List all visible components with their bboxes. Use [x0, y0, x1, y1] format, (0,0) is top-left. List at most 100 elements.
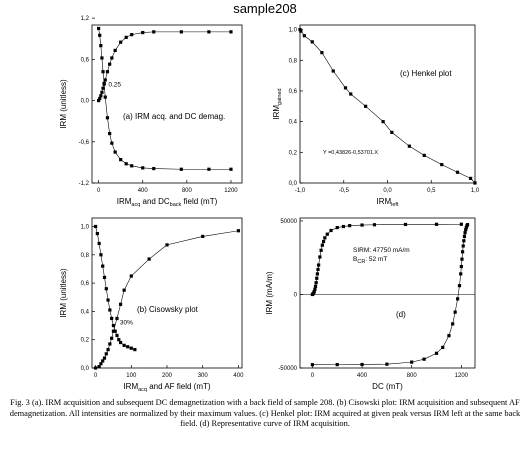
panel-a-series-1-point — [207, 30, 211, 34]
panel-a-x-tick-label: 0 — [97, 188, 101, 194]
panel-c-x-tick-label: -1,0 — [295, 188, 306, 194]
panel-b-y-tick-label: 0,6 — [81, 281, 90, 287]
panel-a-series-1-point — [141, 30, 145, 35]
panel-a-y-tick-label: -0,6 — [79, 140, 90, 146]
panel-d-series-2-point — [462, 239, 466, 243]
panel-b-series-1-point — [93, 366, 98, 370]
panel-b-series-1-point — [102, 356, 107, 360]
panel-d-y-tick-label: 0 — [294, 292, 298, 298]
panel-a-series-2-point — [124, 162, 128, 166]
panel-c-series-1-point — [364, 104, 368, 108]
panel-d-series-2-point — [385, 362, 389, 366]
panel-c-series-1-point — [455, 170, 460, 174]
panel-d-series-1-point — [313, 287, 317, 291]
figure-canvas: 0 400 800 1200 -1,2 -0,6 0,0 0,6 1,2 IRMacq and D… — [59, 16, 480, 393]
panel-b-series-1-point — [122, 288, 126, 292]
panel-a-irm-acquisition-dc-demag: 0 400 800 1200 -1,2 -0,6 0,0 0,6 1,2 IRMacq and D… — [59, 16, 243, 208]
panel-c-y-tick-label: 0,4 — [289, 120, 298, 126]
panel-b-series-2-point — [110, 316, 114, 321]
panel-a-series-2-point — [98, 33, 102, 37]
panel-a-series-2-point — [108, 131, 112, 136]
panel-d-series-1-point — [321, 239, 326, 244]
panel-a-series-2-line — [98, 28, 231, 170]
panel-a-series-1-point — [179, 30, 183, 34]
panel-c-frame — [299, 24, 476, 184]
panel-a-series-1-point — [119, 40, 123, 44]
panel-c-series-1-point — [331, 69, 335, 73]
panel-a-y-tick-label: -1,2 — [79, 181, 90, 187]
panel-a-series-2-point — [102, 81, 106, 85]
panel-a-series-2-point — [99, 44, 103, 48]
panel-a-series-2-point — [105, 116, 110, 120]
panel-b-series-1-point — [111, 329, 116, 333]
panel-d-frame — [299, 217, 476, 369]
panel-a-crossover-annotation: 0.25 — [108, 81, 121, 88]
panel-d-series-2-point — [335, 363, 339, 367]
panel-a-series-1-point — [229, 30, 233, 34]
panel-d-series-2-point — [460, 257, 464, 261]
panel-b-y-tick-label: 0,0 — [81, 366, 90, 372]
panel-a-y-tick-label: 1,2 — [81, 16, 90, 22]
panel-c-x-tick-label: 1,0 — [471, 188, 480, 194]
panel-a-series-2-point — [113, 150, 117, 154]
panel-a-series-2-point — [179, 167, 183, 171]
panel-d-x-tick-label: 0 — [311, 373, 315, 379]
panel-a-series-1-point — [105, 70, 110, 74]
panel-d-y-tick-label: -50000 — [278, 366, 297, 372]
panel-d-series-1-point — [320, 243, 324, 247]
panel-d-series-1-point — [323, 236, 327, 240]
panel-b-x-axis-label: IRMacq and AF field (mT) — [123, 382, 210, 393]
panel-b-series-1-point — [97, 364, 101, 369]
panel-b-series-1-point — [129, 274, 133, 278]
panel-a-x-axis-label: IRMacq and DCback field (mT) — [117, 197, 218, 208]
panel-c-series-1-point — [473, 181, 477, 185]
panel-c-series-1-point — [440, 162, 444, 167]
panel-b-series-1-point — [165, 243, 169, 247]
panel-b-label: (b) Cisowsky plot — [137, 305, 199, 314]
panel-b-series-2-point — [115, 333, 119, 338]
panel-b-cisowsky-plot: 0 100 200 300 400 0,0 0,2 0,4 0,6 0,8 1,0 IRMacq an… — [59, 217, 244, 393]
panel-b-x-tick-label: 400 — [233, 373, 244, 379]
panel-a-series-2-point — [130, 164, 134, 168]
panel-c-series-1-point — [349, 92, 353, 96]
panel-a-x-tick-label: 800 — [182, 188, 193, 194]
panel-b-series-1-point — [147, 257, 151, 261]
panel-b-series-1-point — [110, 336, 114, 340]
figure-caption: Fig. 3 (a). IRM acquisition and subseque… — [9, 398, 521, 429]
panel-a-series-1-point — [108, 62, 112, 66]
panel-d-series-2-point — [310, 363, 315, 367]
panel-b-x-tick-label: 200 — [162, 373, 173, 379]
panel-d-series-1-point — [372, 223, 377, 227]
panel-c-series-1-point — [343, 86, 348, 90]
panel-a-series-1-point — [113, 48, 117, 53]
panel-b-crossover-annotation: 30% — [120, 319, 133, 326]
panel-c-regression-equation: Y =0,43826-0,53701.X — [323, 150, 378, 156]
panel-d-series-2-point — [410, 360, 414, 364]
panel-c-label: (c) Henkel plot — [400, 69, 452, 78]
panel-c-y-tick-label: 0,0 — [289, 181, 298, 187]
panel-a-x-tick-label: 400 — [138, 188, 149, 194]
panel-c-x-tick-label: -0,5 — [339, 188, 350, 194]
panel-b-x-tick-label: 0 — [94, 373, 98, 379]
panel-b-series-1-point — [236, 229, 241, 233]
panel-b-series-2-point — [117, 338, 121, 342]
panel-a-label: (a) IRM acq. and DC demag. — [123, 112, 225, 121]
panel-a-y-axis-label: IRM (unitless) — [59, 79, 68, 129]
panel-a-series-1-line — [98, 31, 231, 101]
panel-d-x-axis-label: DC (mT) — [372, 382, 403, 391]
panel-d-series-2-point — [461, 244, 465, 248]
panel-d-series-1-point — [341, 224, 346, 229]
panel-b-series-2-point — [95, 231, 99, 236]
panel-d-irm-acquisition-curve: 0 400 800 1200 -50000 0 50000 DC (mT) IRM (mA/m)… — [265, 217, 476, 391]
panel-b-y-tick-label: 0,4 — [81, 309, 90, 315]
panel-b-series-2-point — [99, 253, 103, 257]
panel-b-series-2-point — [129, 346, 133, 350]
panel-d-series-1-point — [325, 232, 329, 236]
panel-b-series-1-point — [118, 302, 123, 306]
panel-d-x-tick-label: 400 — [357, 373, 368, 379]
panel-b-series-2-point — [126, 345, 130, 349]
panel-d-label: (d) — [396, 310, 406, 319]
panel-d-x-tick-label: 800 — [407, 373, 418, 379]
panel-b-series-2-point — [118, 340, 123, 345]
panel-c-y-tick-label: 1,0 — [289, 28, 298, 34]
